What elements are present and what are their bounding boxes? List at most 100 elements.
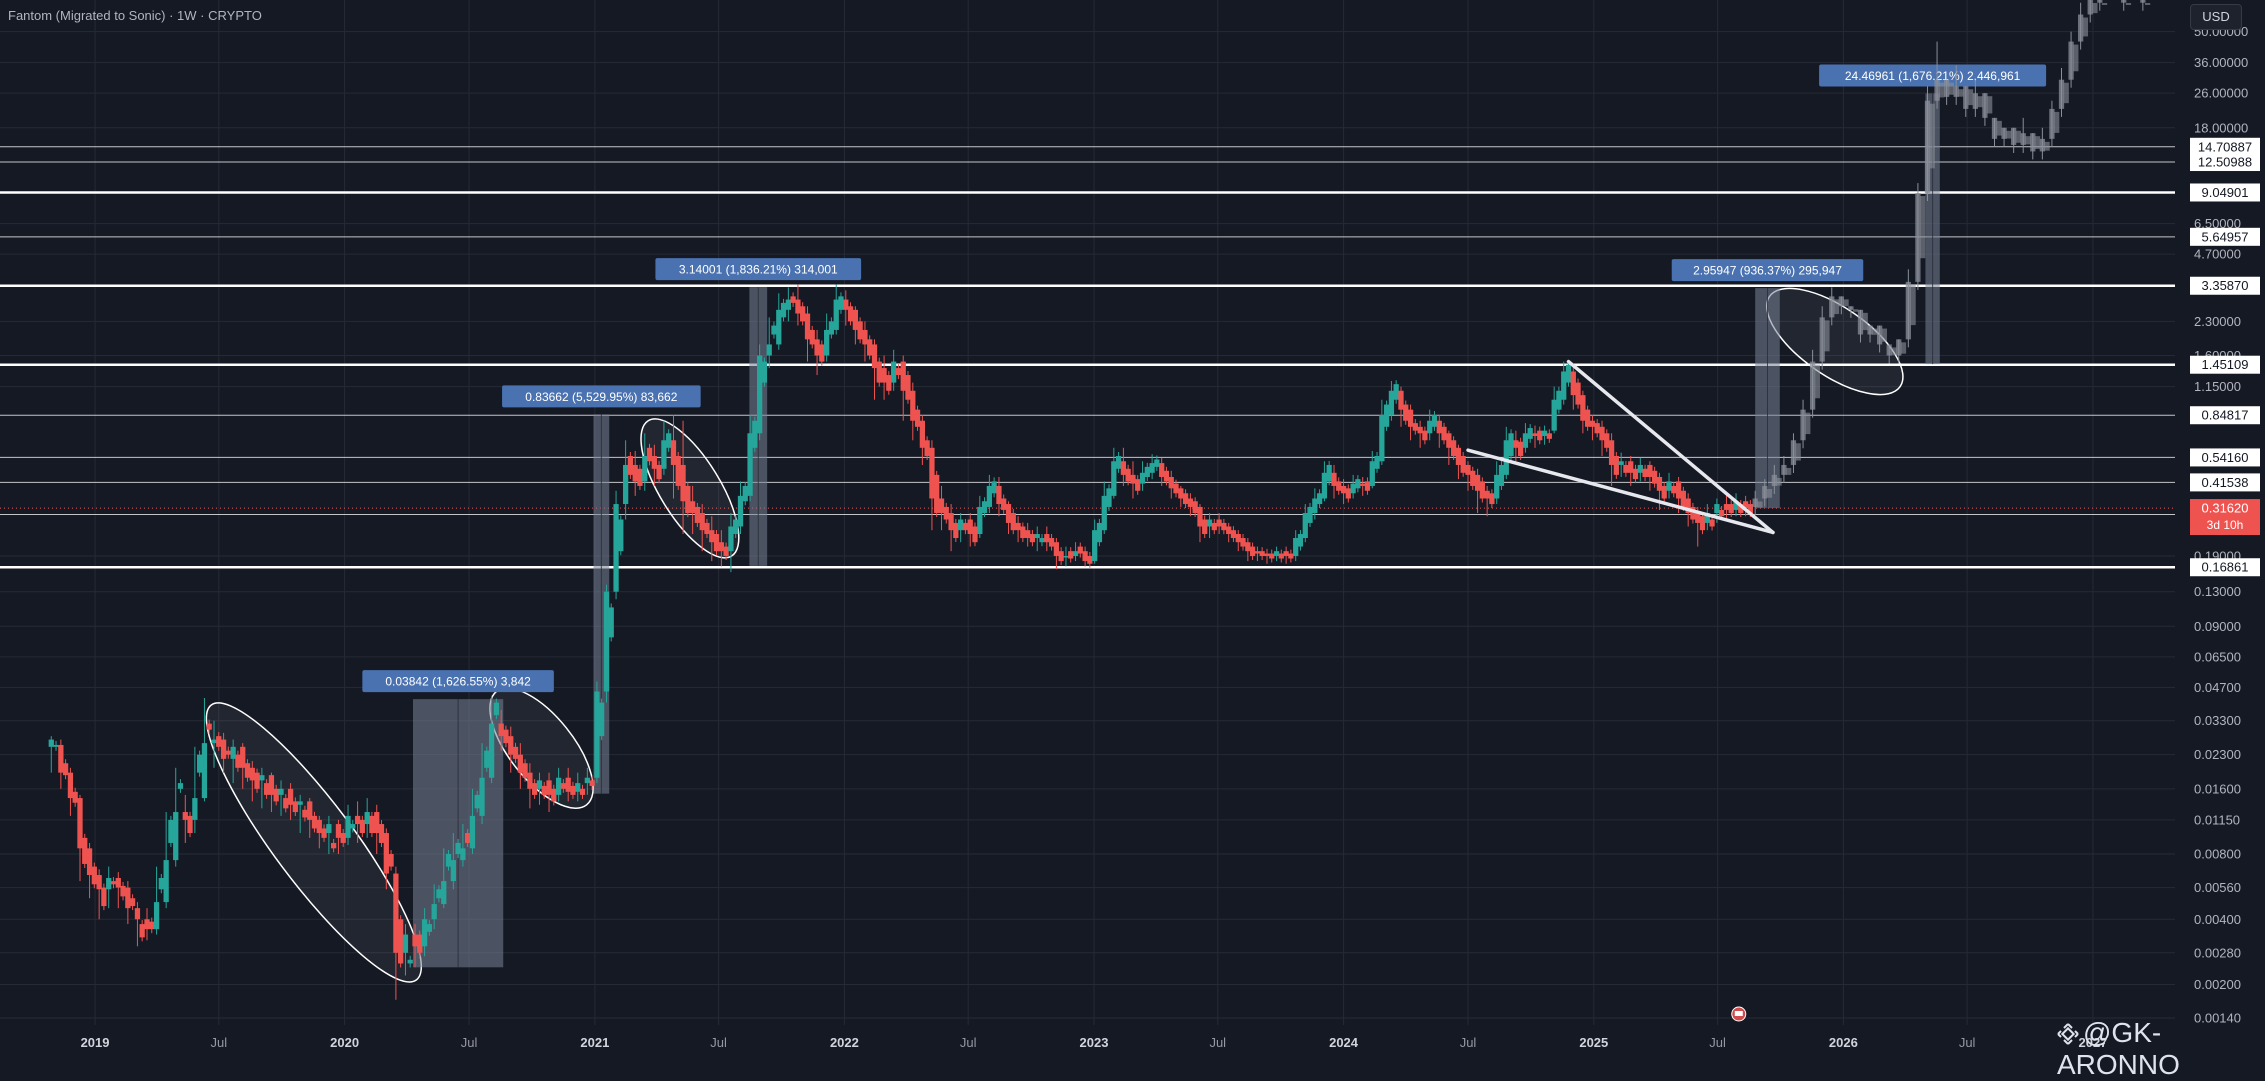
candle-body xyxy=(862,329,868,345)
projected-candle xyxy=(2121,0,2132,11)
candle-body xyxy=(910,390,916,421)
candle-body xyxy=(1168,476,1174,489)
candle xyxy=(1264,548,1275,564)
candle xyxy=(795,284,806,326)
level-price-tag-bg xyxy=(2190,153,2260,172)
measure-label-bg xyxy=(1671,259,1864,282)
candle xyxy=(833,284,844,335)
candle-body xyxy=(914,409,921,427)
candle xyxy=(1532,425,1543,448)
candle-body xyxy=(1575,382,1581,405)
candle-body xyxy=(412,934,418,947)
candle xyxy=(1226,522,1237,543)
candle-body xyxy=(704,522,710,535)
candle-body xyxy=(211,739,217,744)
candle-body xyxy=(1723,504,1730,510)
current-price-tag-bg xyxy=(2190,499,2260,536)
candle-body xyxy=(1642,468,1648,477)
candle-body xyxy=(1211,522,1217,531)
candle-body xyxy=(1240,538,1246,547)
candle xyxy=(460,824,471,867)
candle-body xyxy=(1484,490,1490,499)
candle-body xyxy=(1278,553,1284,559)
candle-body xyxy=(1111,461,1117,496)
price-axis-tick: 26.00000 xyxy=(2194,86,2248,101)
projected-body xyxy=(2092,3,2098,14)
candle xyxy=(575,772,586,802)
candle xyxy=(881,355,892,400)
candle-body xyxy=(1383,404,1390,427)
candle xyxy=(690,485,701,535)
candle-body xyxy=(1675,481,1682,499)
candle-body xyxy=(527,772,533,789)
candle-body xyxy=(752,420,758,448)
candle-body xyxy=(819,344,825,362)
candle-body xyxy=(1235,534,1241,543)
projected-body xyxy=(1790,440,1797,465)
candle-body xyxy=(1269,553,1275,559)
candle-body xyxy=(589,780,595,786)
candle xyxy=(862,321,873,362)
price-chart[interactable]: 0.03842 (1,626.55%) 3,842 0.83662 (5,529.… xyxy=(0,0,2265,1057)
projected-body xyxy=(1934,79,1940,101)
candle-body xyxy=(1063,555,1069,558)
projected-body xyxy=(2011,127,2017,145)
candle xyxy=(747,415,758,502)
candle xyxy=(1580,390,1591,434)
candle xyxy=(699,504,710,552)
candle-body xyxy=(986,485,993,507)
candle xyxy=(843,290,854,326)
candle-body xyxy=(86,848,93,876)
candle-body xyxy=(517,754,523,773)
candle-body xyxy=(354,815,361,825)
candle-body xyxy=(962,522,969,531)
projected-candle xyxy=(1771,464,1782,494)
measure-label: 24.46961 (1,676.21%) 2,446,961 xyxy=(1819,64,2047,87)
candle-body xyxy=(1154,459,1160,467)
candle-body xyxy=(991,481,997,494)
projected-body xyxy=(2058,79,2065,109)
projected-body xyxy=(1800,409,1806,441)
candle xyxy=(948,504,959,552)
candle-body xyxy=(235,754,241,768)
projected-body xyxy=(1786,467,1792,475)
candle-body xyxy=(441,881,447,905)
candle-body xyxy=(196,754,203,773)
projected-candle xyxy=(1848,306,1859,318)
level-price-tag: 9.04901 xyxy=(2190,183,2260,202)
candle xyxy=(402,924,413,976)
grid-lines xyxy=(0,0,2175,1025)
price-axis-tick: 0.00800 xyxy=(2194,847,2241,862)
candle-body xyxy=(1537,430,1543,441)
candle-body xyxy=(1651,470,1658,484)
candle-body xyxy=(460,848,466,861)
candle xyxy=(527,763,538,809)
candle-body xyxy=(1364,481,1371,491)
candle-body xyxy=(958,519,964,531)
candle-body xyxy=(603,591,610,692)
candle xyxy=(1235,530,1246,552)
candle-body xyxy=(953,522,959,539)
candle-body xyxy=(838,296,844,310)
candle-body xyxy=(1130,474,1136,484)
candle-body xyxy=(771,325,777,335)
level-price-tag: 0.41538 xyxy=(2190,473,2260,492)
candle-body xyxy=(646,447,653,462)
candle xyxy=(824,313,835,362)
candle-body xyxy=(833,299,839,330)
candle-body xyxy=(977,506,983,535)
candle-body xyxy=(1398,390,1404,410)
currency-button[interactable]: USD xyxy=(2190,4,2242,30)
level-price-tag-text: 9.04901 xyxy=(2202,185,2249,200)
candle-body xyxy=(129,898,136,907)
candle-body xyxy=(632,464,638,482)
candle-body xyxy=(1044,534,1050,543)
projected-body xyxy=(1972,93,1978,109)
candle xyxy=(632,450,643,496)
candle xyxy=(977,495,988,539)
candle xyxy=(584,767,595,795)
chart-area[interactable]: 0.03842 (1,626.55%) 3,842 0.83662 (5,529.… xyxy=(0,0,2265,1057)
candle xyxy=(297,794,308,834)
candle-body xyxy=(311,815,318,829)
candle-body xyxy=(1656,476,1663,491)
